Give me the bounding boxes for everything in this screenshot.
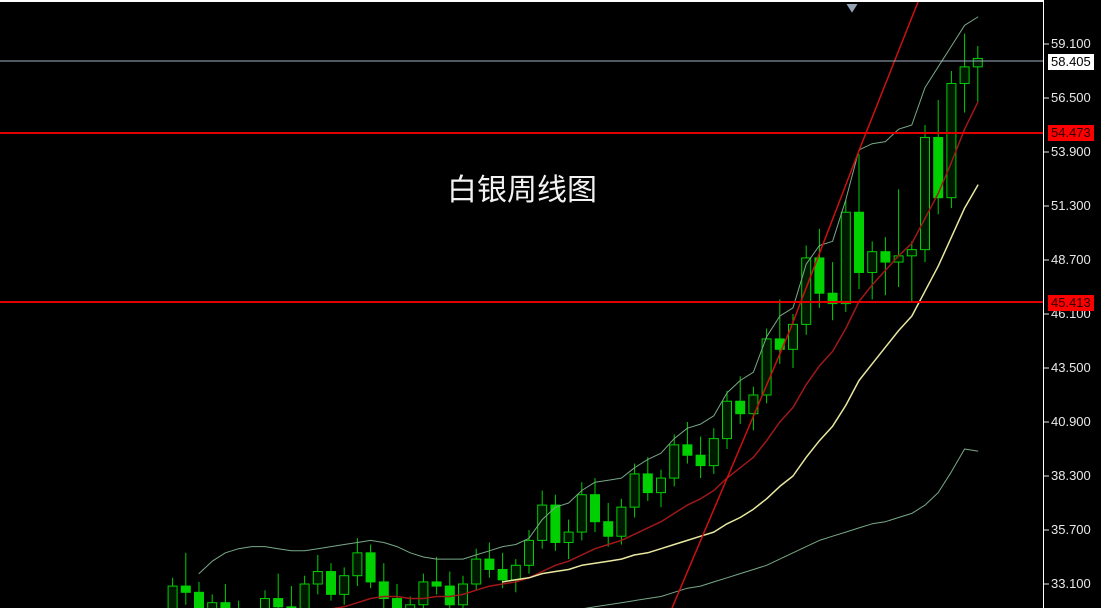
price-axis-ticks (1043, 0, 1049, 608)
axis-tick-label: 33.100 (1051, 576, 1091, 591)
candlestick-series (167, 33, 983, 608)
chart-canvas (0, 1, 1043, 608)
ma-red (331, 101, 979, 608)
bollinger-upper (198, 16, 979, 575)
last-price-label[interactable]: 58.405 (1048, 54, 1094, 70)
axis-tick-label: 59.100 (1051, 36, 1091, 51)
chart-plot-area[interactable]: 白银周线图 (0, 0, 1043, 608)
resistance-price-label[interactable]: 54.473 (1048, 125, 1094, 141)
axis-tick-label: 38.300 (1051, 468, 1091, 483)
support-price-label[interactable]: 45.413 (1048, 295, 1094, 311)
chart-top-border (0, 0, 1043, 2)
axis-tick-label: 56.500 (1051, 90, 1091, 105)
price-axis[interactable]: 59.100 56.500 53.900 51.300 48.700 46.100 43.5… (1043, 0, 1101, 608)
axis-tick-label: 40.900 (1051, 414, 1091, 429)
axis-tick-label: 48.700 (1051, 252, 1091, 267)
down-triangle-marker (846, 4, 858, 13)
axis-tick-label: 35.700 (1051, 522, 1091, 537)
axis-tick-label: 43.500 (1051, 360, 1091, 375)
axis-tick-label: 53.900 (1051, 144, 1091, 159)
chart-title: 白银周线图 (447, 173, 597, 208)
rising-red-trendline (671, 1, 919, 608)
axis-tick-label: 51.300 (1051, 198, 1091, 213)
ma-yellow (501, 184, 979, 583)
